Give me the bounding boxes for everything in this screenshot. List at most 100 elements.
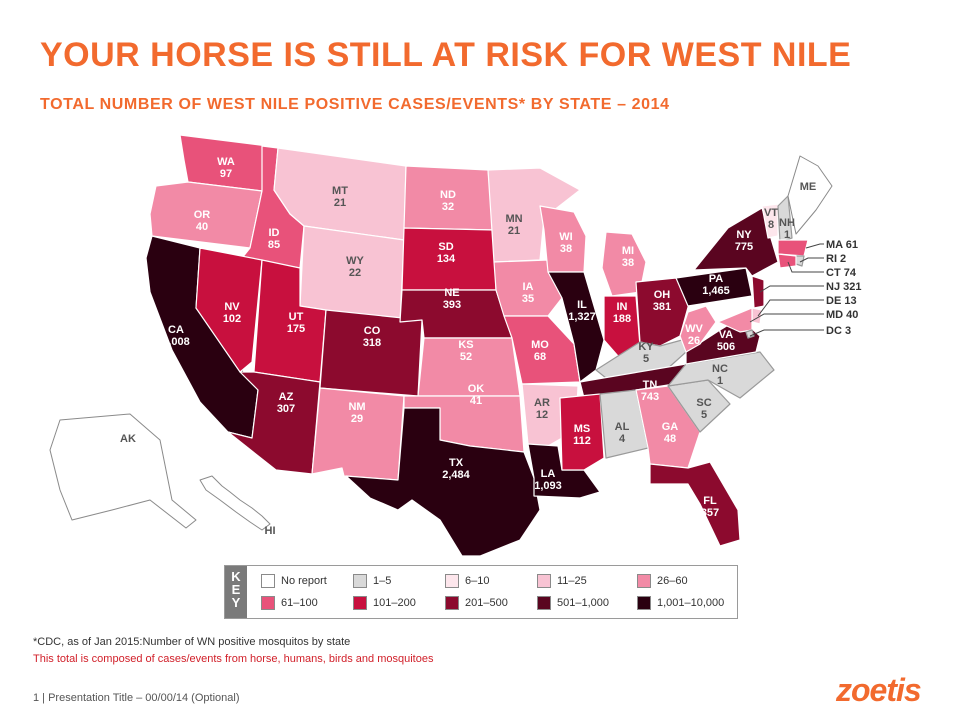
state-label-ne: NE 393 xyxy=(443,287,461,311)
key-swatch xyxy=(537,596,551,610)
state-label-ut: UT 175 xyxy=(287,311,305,335)
state-ms xyxy=(559,393,605,471)
state-label-me: ME xyxy=(800,181,817,193)
callout-line-nj xyxy=(759,285,824,293)
state-label-ny: NY 775 xyxy=(735,229,753,253)
key-label: 6–10 xyxy=(465,575,490,587)
key-swatch xyxy=(637,596,651,610)
key-item: 201–500 xyxy=(445,596,508,612)
callout-label-dc: DC 3 xyxy=(826,325,851,337)
key-swatch xyxy=(353,596,367,610)
state-nj xyxy=(751,275,765,309)
state-fl xyxy=(649,461,741,547)
callout-line-dc xyxy=(749,329,824,337)
state-label-nm: NM 29 xyxy=(348,401,365,425)
state-label-mt: MT 21 xyxy=(332,185,348,209)
state-wv xyxy=(679,305,717,353)
slide-footer: 1 | Presentation Title – 00/00/14 (Optio… xyxy=(33,692,240,704)
callout-label-de: DE 13 xyxy=(826,295,857,307)
state-label-or: OR 40 xyxy=(194,209,211,233)
key-label: 501–1,000 xyxy=(557,597,609,609)
key-swatch xyxy=(445,596,459,610)
state-label-ar: AR 12 xyxy=(534,397,550,421)
state-label-wv: WV 26 xyxy=(685,323,703,347)
state-label-in: IN 188 xyxy=(613,301,631,325)
key-swatch xyxy=(261,596,275,610)
state-hi xyxy=(199,475,271,531)
key-label: 1–5 xyxy=(373,575,392,587)
state-label-mo: MO 68 xyxy=(531,339,549,363)
state-la xyxy=(527,443,601,499)
state-il xyxy=(547,271,605,383)
state-label-vt: VT 8 xyxy=(764,207,778,231)
key-label: No report xyxy=(281,575,327,587)
callout-line-md xyxy=(749,313,824,323)
state-label-il: IL 1,327 xyxy=(568,299,596,323)
state-me xyxy=(787,155,833,235)
state-label-ky: KY 5 xyxy=(638,341,654,365)
state-label-ok: OK 41 xyxy=(468,383,485,407)
state-nc xyxy=(667,351,775,399)
state-label-la: LA 1,093 xyxy=(534,468,562,492)
callout-line-de xyxy=(757,299,824,317)
callout-label-nj: NJ 321 xyxy=(826,281,861,293)
state-label-ak: AK xyxy=(120,433,136,445)
key-tab-letter: K xyxy=(231,569,241,584)
state-tx xyxy=(345,407,541,557)
state-label-al: AL 4 xyxy=(615,421,630,445)
callout-line-ri xyxy=(799,257,824,263)
state-ct xyxy=(777,253,797,269)
state-label-ms: MS 112 xyxy=(573,423,591,447)
state-label-co: CO 318 xyxy=(363,325,381,349)
state-label-nc: NC 1 xyxy=(712,363,728,387)
state-label-az: AZ 307 xyxy=(277,391,295,415)
callout-label-ct: CT 74 xyxy=(826,267,857,279)
state-label-sc: SC 5 xyxy=(696,397,711,421)
key-swatch xyxy=(261,574,275,588)
state-label-oh: OH 381 xyxy=(653,289,671,313)
state-pa xyxy=(675,267,753,307)
state-dc xyxy=(745,329,755,339)
callout-label-md: MD 40 xyxy=(826,309,858,321)
page-title: YOUR HORSE IS STILL AT RISK FOR WEST NIL… xyxy=(40,36,852,74)
key-item: 11–25 xyxy=(537,574,587,590)
state-label-ks: KS 52 xyxy=(458,339,473,363)
state-label-ia: IA 35 xyxy=(522,281,534,305)
state-ak xyxy=(49,413,197,529)
key-swatch xyxy=(537,574,551,588)
state-label-mn: MN 21 xyxy=(505,213,522,237)
key-label: 1,001–10,000 xyxy=(657,597,725,609)
state-label-hi: HI xyxy=(265,525,276,537)
key-item: 61–100 xyxy=(261,596,318,612)
state-label-tn: TN 743 xyxy=(641,379,659,403)
state-ny xyxy=(693,207,779,277)
key-item: 1,001–10,000 xyxy=(637,596,724,612)
key-item: 501–1,000 xyxy=(537,596,609,612)
key-item: 6–10 xyxy=(445,574,489,590)
state-nh xyxy=(777,195,793,243)
state-label-wi: WI 38 xyxy=(559,231,572,255)
state-label-wa: WA 97 xyxy=(217,156,235,180)
key-swatch xyxy=(445,574,459,588)
callout-line-ct xyxy=(787,261,824,273)
state-label-nh: NH 1 xyxy=(779,217,795,241)
key-label: 11–25 xyxy=(557,575,587,587)
key-tab-letter: Y xyxy=(231,595,241,610)
state-label-mi: MI 38 xyxy=(622,245,634,269)
state-label-nd: ND 32 xyxy=(440,189,456,213)
key-item: 101–200 xyxy=(353,596,416,612)
key-label: 201–500 xyxy=(465,597,508,609)
source-footnote: *CDC, as of Jan 2015:Number of WN positi… xyxy=(33,636,351,648)
state-nv xyxy=(195,247,263,373)
key-item: 1–5 xyxy=(353,574,391,590)
key-item: No report xyxy=(261,574,327,590)
state-label-sd: SD 134 xyxy=(437,241,456,265)
page-subtitle: TOTAL NUMBER OF WEST NILE POSITIVE CASES… xyxy=(40,96,670,113)
key-label: 26–60 xyxy=(657,575,688,587)
state-label-fl: FL 357 xyxy=(701,495,719,519)
state-co xyxy=(319,309,423,397)
state-label-ca: CA 7,008 xyxy=(162,324,190,348)
